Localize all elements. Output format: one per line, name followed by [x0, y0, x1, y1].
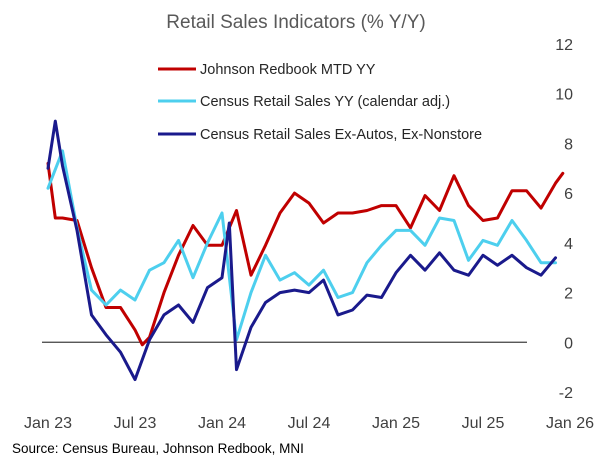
- source-note: Source: Census Bureau, Johnson Redbook, …: [12, 441, 304, 456]
- y-tick-label: 10: [555, 87, 573, 104]
- y-tick-label: 6: [564, 186, 573, 203]
- y-tick-label: -2: [559, 385, 573, 402]
- x-axis: Jan 23 Jul 23 Jan 24 Jul 24 Jan 25 Jul 25 Jan …: [24, 415, 594, 432]
- x-tick-label: Jul 25: [462, 415, 505, 432]
- series-line-1: [46, 161, 565, 347]
- x-tick-label: Jan 25: [372, 415, 420, 432]
- y-tick-label: 12: [555, 37, 573, 54]
- x-tick-label: Jul 24: [288, 415, 331, 432]
- series-line-3: [46, 119, 557, 382]
- x-tick-label: Jan 24: [198, 415, 246, 432]
- series-line-2: [46, 149, 557, 342]
- legend-label-3: Census Retail Sales Ex-Autos, Ex-Nonstor…: [200, 127, 482, 143]
- y-tick-label: 8: [564, 136, 573, 153]
- legend-label-2: Census Retail Sales YY (calendar adj.): [200, 94, 450, 110]
- legend: Johnson Redbook MTD YY Census Retail Sale…: [158, 62, 482, 143]
- x-tick-label: Jul 23: [114, 415, 157, 432]
- x-tick-label: Jan 23: [24, 415, 72, 432]
- chart-title: Retail Sales Indicators (% Y/Y): [166, 12, 425, 33]
- y-tick-label: 0: [564, 335, 573, 352]
- y-axis: -2 0 2 4 6 8 10 12: [555, 37, 573, 402]
- x-tick-label: Jan 26: [546, 415, 594, 432]
- series-layer: [46, 119, 565, 382]
- legend-label-1: Johnson Redbook MTD YY: [200, 62, 376, 78]
- y-tick-label: 4: [564, 236, 573, 253]
- y-tick-label: 2: [564, 286, 573, 303]
